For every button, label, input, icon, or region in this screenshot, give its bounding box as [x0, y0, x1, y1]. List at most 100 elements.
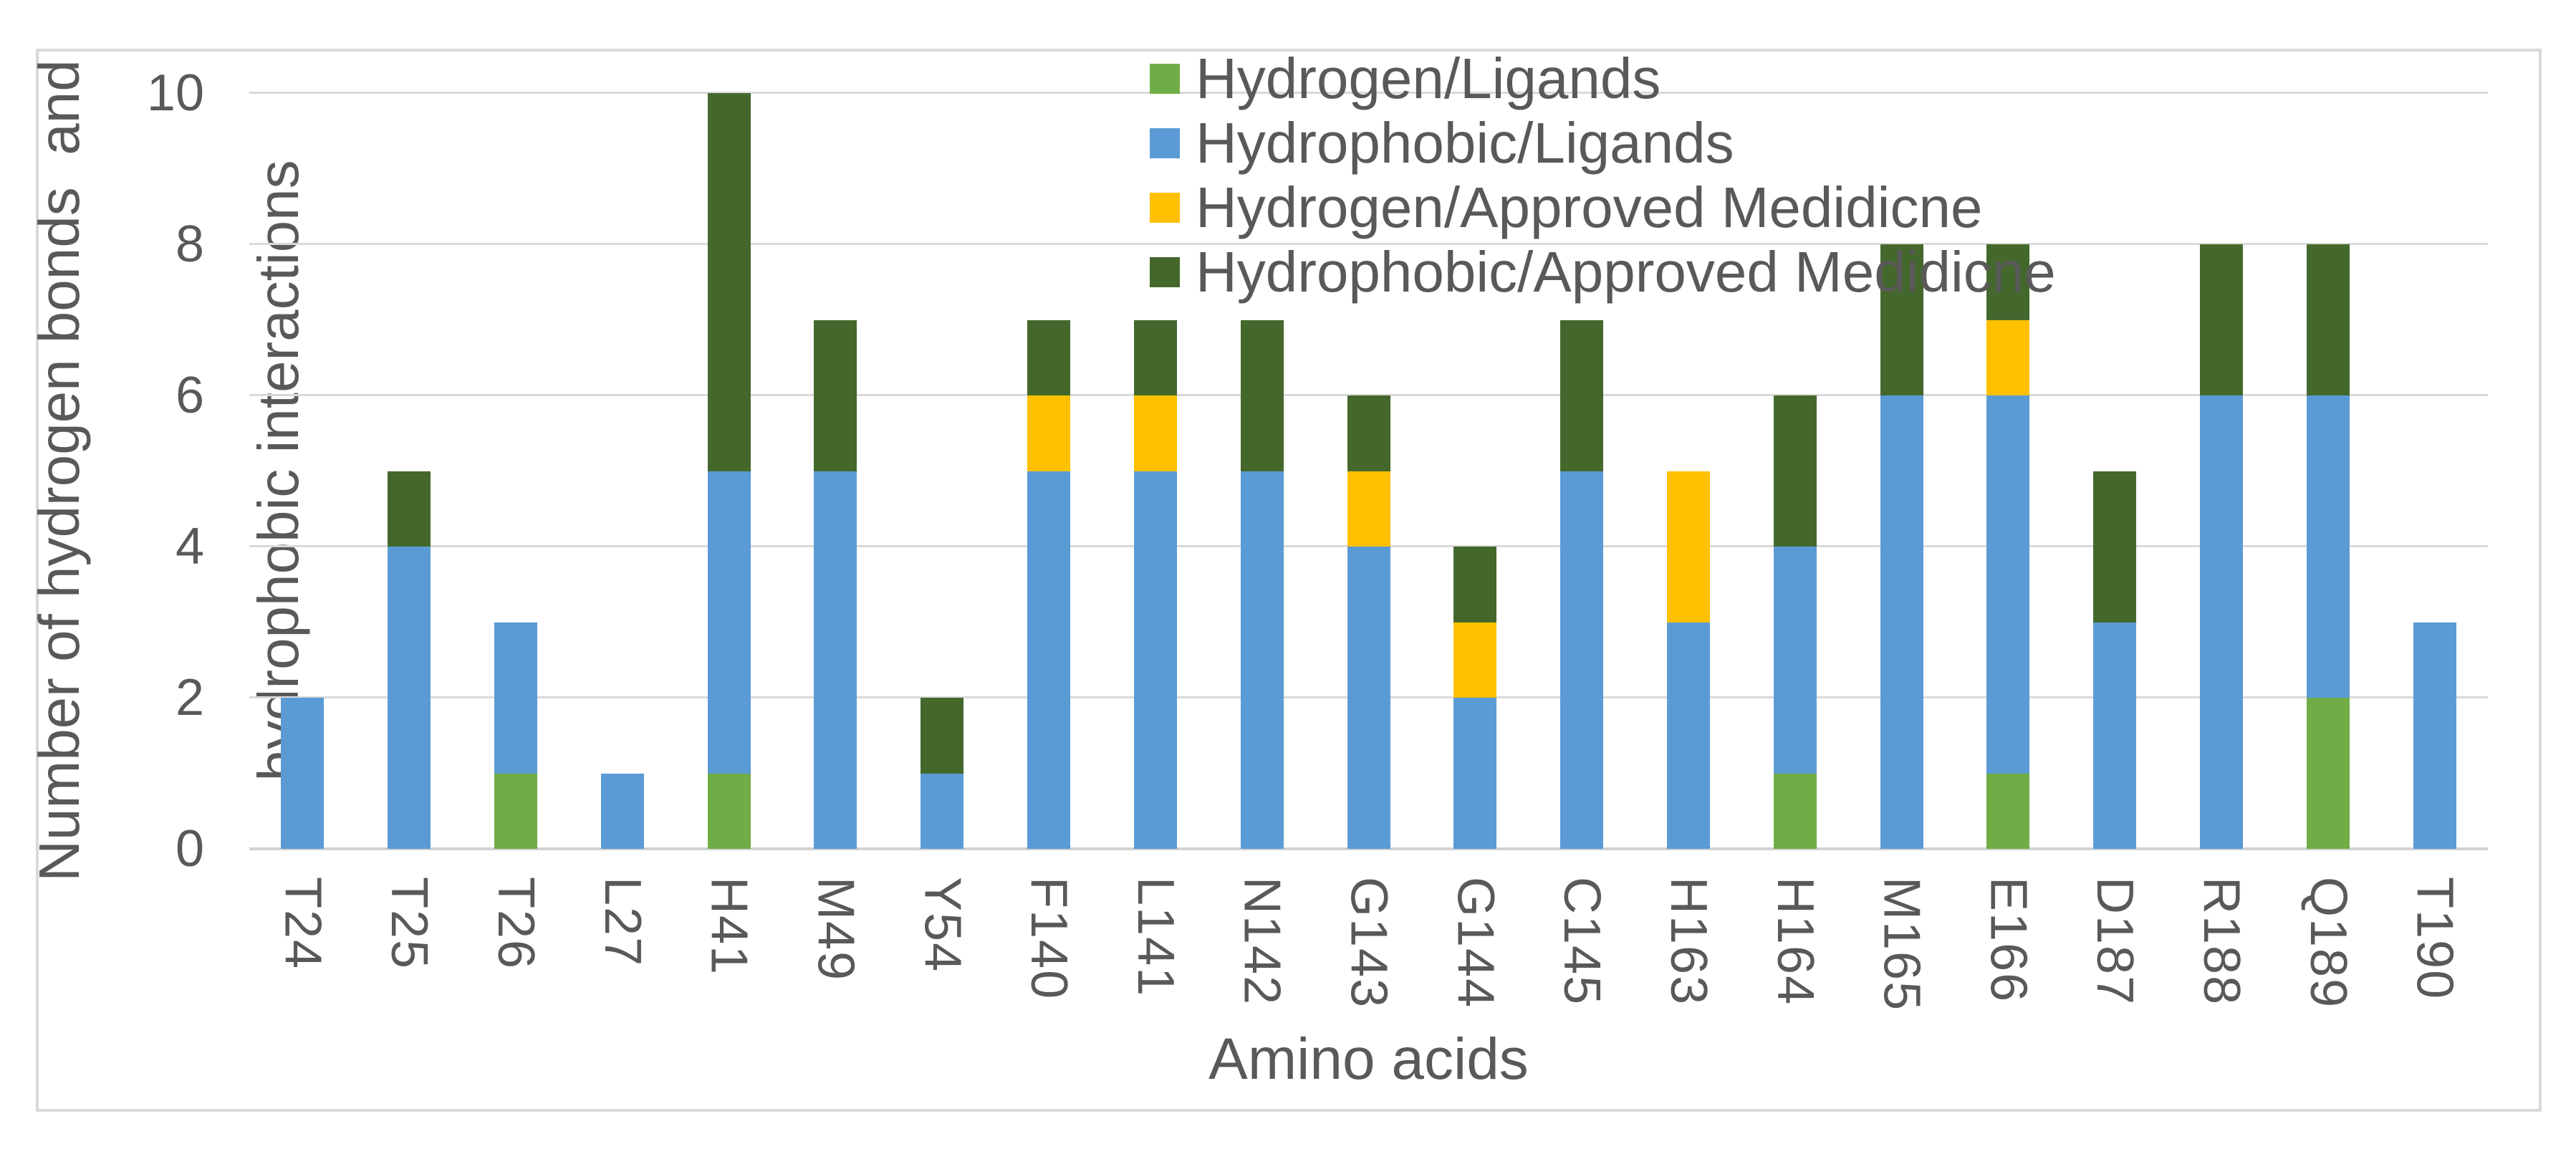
- bar-segment-hydrophobic-ligands: [1560, 471, 1604, 849]
- gridline: [249, 92, 2488, 94]
- category-label-t26: T26: [487, 877, 545, 971]
- x-axis-labels: T24 T25 T26 L27 H41 M49 Y54 F140 L141 N142 G143 G14…: [249, 877, 2488, 1011]
- bar-slot-h163: [1635, 93, 1742, 849]
- bar-segment-hydrogen-ligands: [1773, 773, 1817, 849]
- bar-segment-hydrophobic-approved-medidicne: [1773, 395, 1817, 547]
- x-label-slot: T24: [249, 877, 356, 1011]
- x-label-slot: Y54: [889, 877, 996, 1011]
- bar-f140: [1027, 93, 1071, 849]
- bar-segment-hydrophobic-approved-medidicne: [814, 319, 857, 471]
- bar-segment-hydrogen-approved-medidicne: [1986, 319, 2030, 395]
- bar-q189: [2306, 93, 2350, 849]
- bar-segment-hydrophobic-approved-medidicne: [1347, 395, 1390, 471]
- category-label-g143: G143: [1340, 877, 1398, 1009]
- legend-swatch-hydrophobic-ligands: [1150, 128, 1180, 158]
- bar-m165: [1880, 93, 1923, 849]
- category-label-l141: L141: [1126, 877, 1184, 998]
- plot-area: [249, 92, 2488, 850]
- bar-slot-h41: [676, 93, 782, 849]
- category-label-f140: F140: [1020, 877, 1078, 1001]
- x-axis-title: Amino acids: [1208, 1027, 1529, 1092]
- legend-swatch-hydrophobic-approved-medidicne: [1150, 257, 1180, 287]
- bar-segment-hydrophobic-approved-medidicne: [707, 93, 751, 471]
- bar-segment-hydrophobic-ligands: [388, 547, 431, 849]
- bar-g143: [1347, 93, 1390, 849]
- category-label-h163: H163: [1659, 877, 1717, 1006]
- bar-t24: [281, 93, 325, 849]
- bar-h164: [1773, 93, 1817, 849]
- bar-h163: [1666, 93, 1710, 849]
- bar-segment-hydrophobic-ligands: [2413, 622, 2456, 849]
- bar-segment-hydrophobic-ligands: [1027, 471, 1071, 849]
- bar-segment-hydrophobic-approved-medidicne: [921, 698, 964, 774]
- category-label-c145: C145: [1553, 877, 1611, 1006]
- bar-slot-t24: [249, 93, 356, 849]
- category-label-y54: Y54: [913, 877, 971, 973]
- bar-t26: [494, 93, 538, 849]
- bar-segment-hydrophobic-ligands: [1453, 698, 1497, 849]
- x-label-slot: N142: [1208, 877, 1315, 1011]
- legend-item-hydrophobic-ligands: Hydrophobic/Ligands: [1150, 111, 2056, 176]
- bar-segment-hydrogen-approved-medidicne: [1347, 471, 1390, 547]
- legend-label-hydrogen-approved-medidicne: Hydrogen/Approved Medidicne: [1196, 176, 1983, 239]
- bar-segment-hydrophobic-approved-medidicne: [1453, 547, 1497, 622]
- x-label-slot: F140: [996, 877, 1102, 1011]
- legend-item-hydrophobic-approved-medidicne: Hydrophobic/Approved Medidicne: [1150, 240, 2056, 304]
- y-tick-label: 10: [146, 64, 204, 122]
- x-label-slot: H164: [1741, 877, 1848, 1011]
- bar-segment-hydrophobic-approved-medidicne: [1560, 319, 1604, 471]
- x-label-slot: C145: [1529, 877, 1635, 1011]
- bar-segment-hydrophobic-ligands: [1880, 395, 1923, 849]
- x-label-slot: T25: [356, 877, 463, 1011]
- y-tick-label: 6: [175, 367, 204, 424]
- legend-label-hydrophobic-approved-medidicne: Hydrophobic/Approved Medidicne: [1196, 240, 2056, 304]
- bar-segment-hydrogen-approved-medidicne: [1133, 395, 1177, 471]
- bar-segment-hydrophobic-approved-medidicne: [1133, 319, 1177, 395]
- legend-label-hydrophobic-ligands: Hydrophobic/Ligands: [1196, 111, 1734, 175]
- x-axis-line: [249, 847, 2488, 850]
- bar-slot-t25: [356, 93, 463, 849]
- bar-segment-hydrophobic-ligands: [2306, 395, 2350, 698]
- bar-segment-hydrophobic-ligands: [600, 773, 644, 849]
- x-label-slot: H41: [676, 877, 782, 1011]
- category-label-m165: M165: [1873, 877, 1931, 1012]
- bar-segment-hydrophobic-ligands: [281, 698, 325, 849]
- bar-segment-hydrophobic-ligands: [1133, 471, 1177, 849]
- bar-segment-hydrogen-ligands: [707, 773, 751, 849]
- bar-slot-t26: [463, 93, 569, 849]
- bar-slot-m165: [1848, 93, 1955, 849]
- bar-segment-hydrogen-approved-medidicne: [1453, 622, 1497, 698]
- x-label-slot: T190: [2381, 877, 2488, 1011]
- legend-label-hydrogen-ligands: Hydrogen/Ligands: [1196, 47, 1661, 110]
- bar-segment-hydrophobic-ligands: [494, 622, 538, 774]
- bar-slot-m49: [782, 93, 889, 849]
- bar-slot-y54: [889, 93, 996, 849]
- bar-c145: [1560, 93, 1604, 849]
- legend: Hydrogen/Ligands Hydrophobic/Ligands Hydro…: [1150, 47, 2056, 304]
- bar-segment-hydrophobic-approved-medidicne: [1986, 244, 2030, 320]
- bar-slot-g143: [1315, 93, 1422, 849]
- category-label-t25: T25: [380, 877, 438, 971]
- legend-swatch-hydrogen-ligands: [1150, 64, 1180, 94]
- bar-e166: [1986, 93, 2030, 849]
- bar-slot-r188: [2168, 93, 2275, 849]
- bar-h41: [707, 93, 751, 849]
- category-label-l27: L27: [593, 877, 651, 968]
- bar-slot-q189: [2274, 93, 2381, 849]
- x-label-slot: M49: [782, 877, 889, 1011]
- x-label-slot: D187: [2062, 877, 2168, 1011]
- bar-slot-g144: [1422, 93, 1529, 849]
- bar-segment-hydrophobic-ligands: [2200, 395, 2244, 849]
- bar-segment-hydrophobic-ligands: [814, 471, 857, 849]
- bar-l27: [600, 93, 644, 849]
- bar-segment-hydrophobic-ligands: [1347, 547, 1390, 849]
- y-tick-label: 0: [175, 820, 204, 878]
- category-label-n142: N142: [1233, 877, 1291, 1006]
- bar-y54: [921, 93, 964, 849]
- bar-segment-hydrophobic-approved-medidicne: [1027, 319, 1071, 395]
- y-tick-label: 2: [175, 669, 204, 726]
- bar-segment-hydrogen-ligands: [2306, 698, 2350, 849]
- category-label-t190: T190: [2406, 877, 2464, 1001]
- bar-segment-hydrophobic-ligands: [1986, 395, 2030, 774]
